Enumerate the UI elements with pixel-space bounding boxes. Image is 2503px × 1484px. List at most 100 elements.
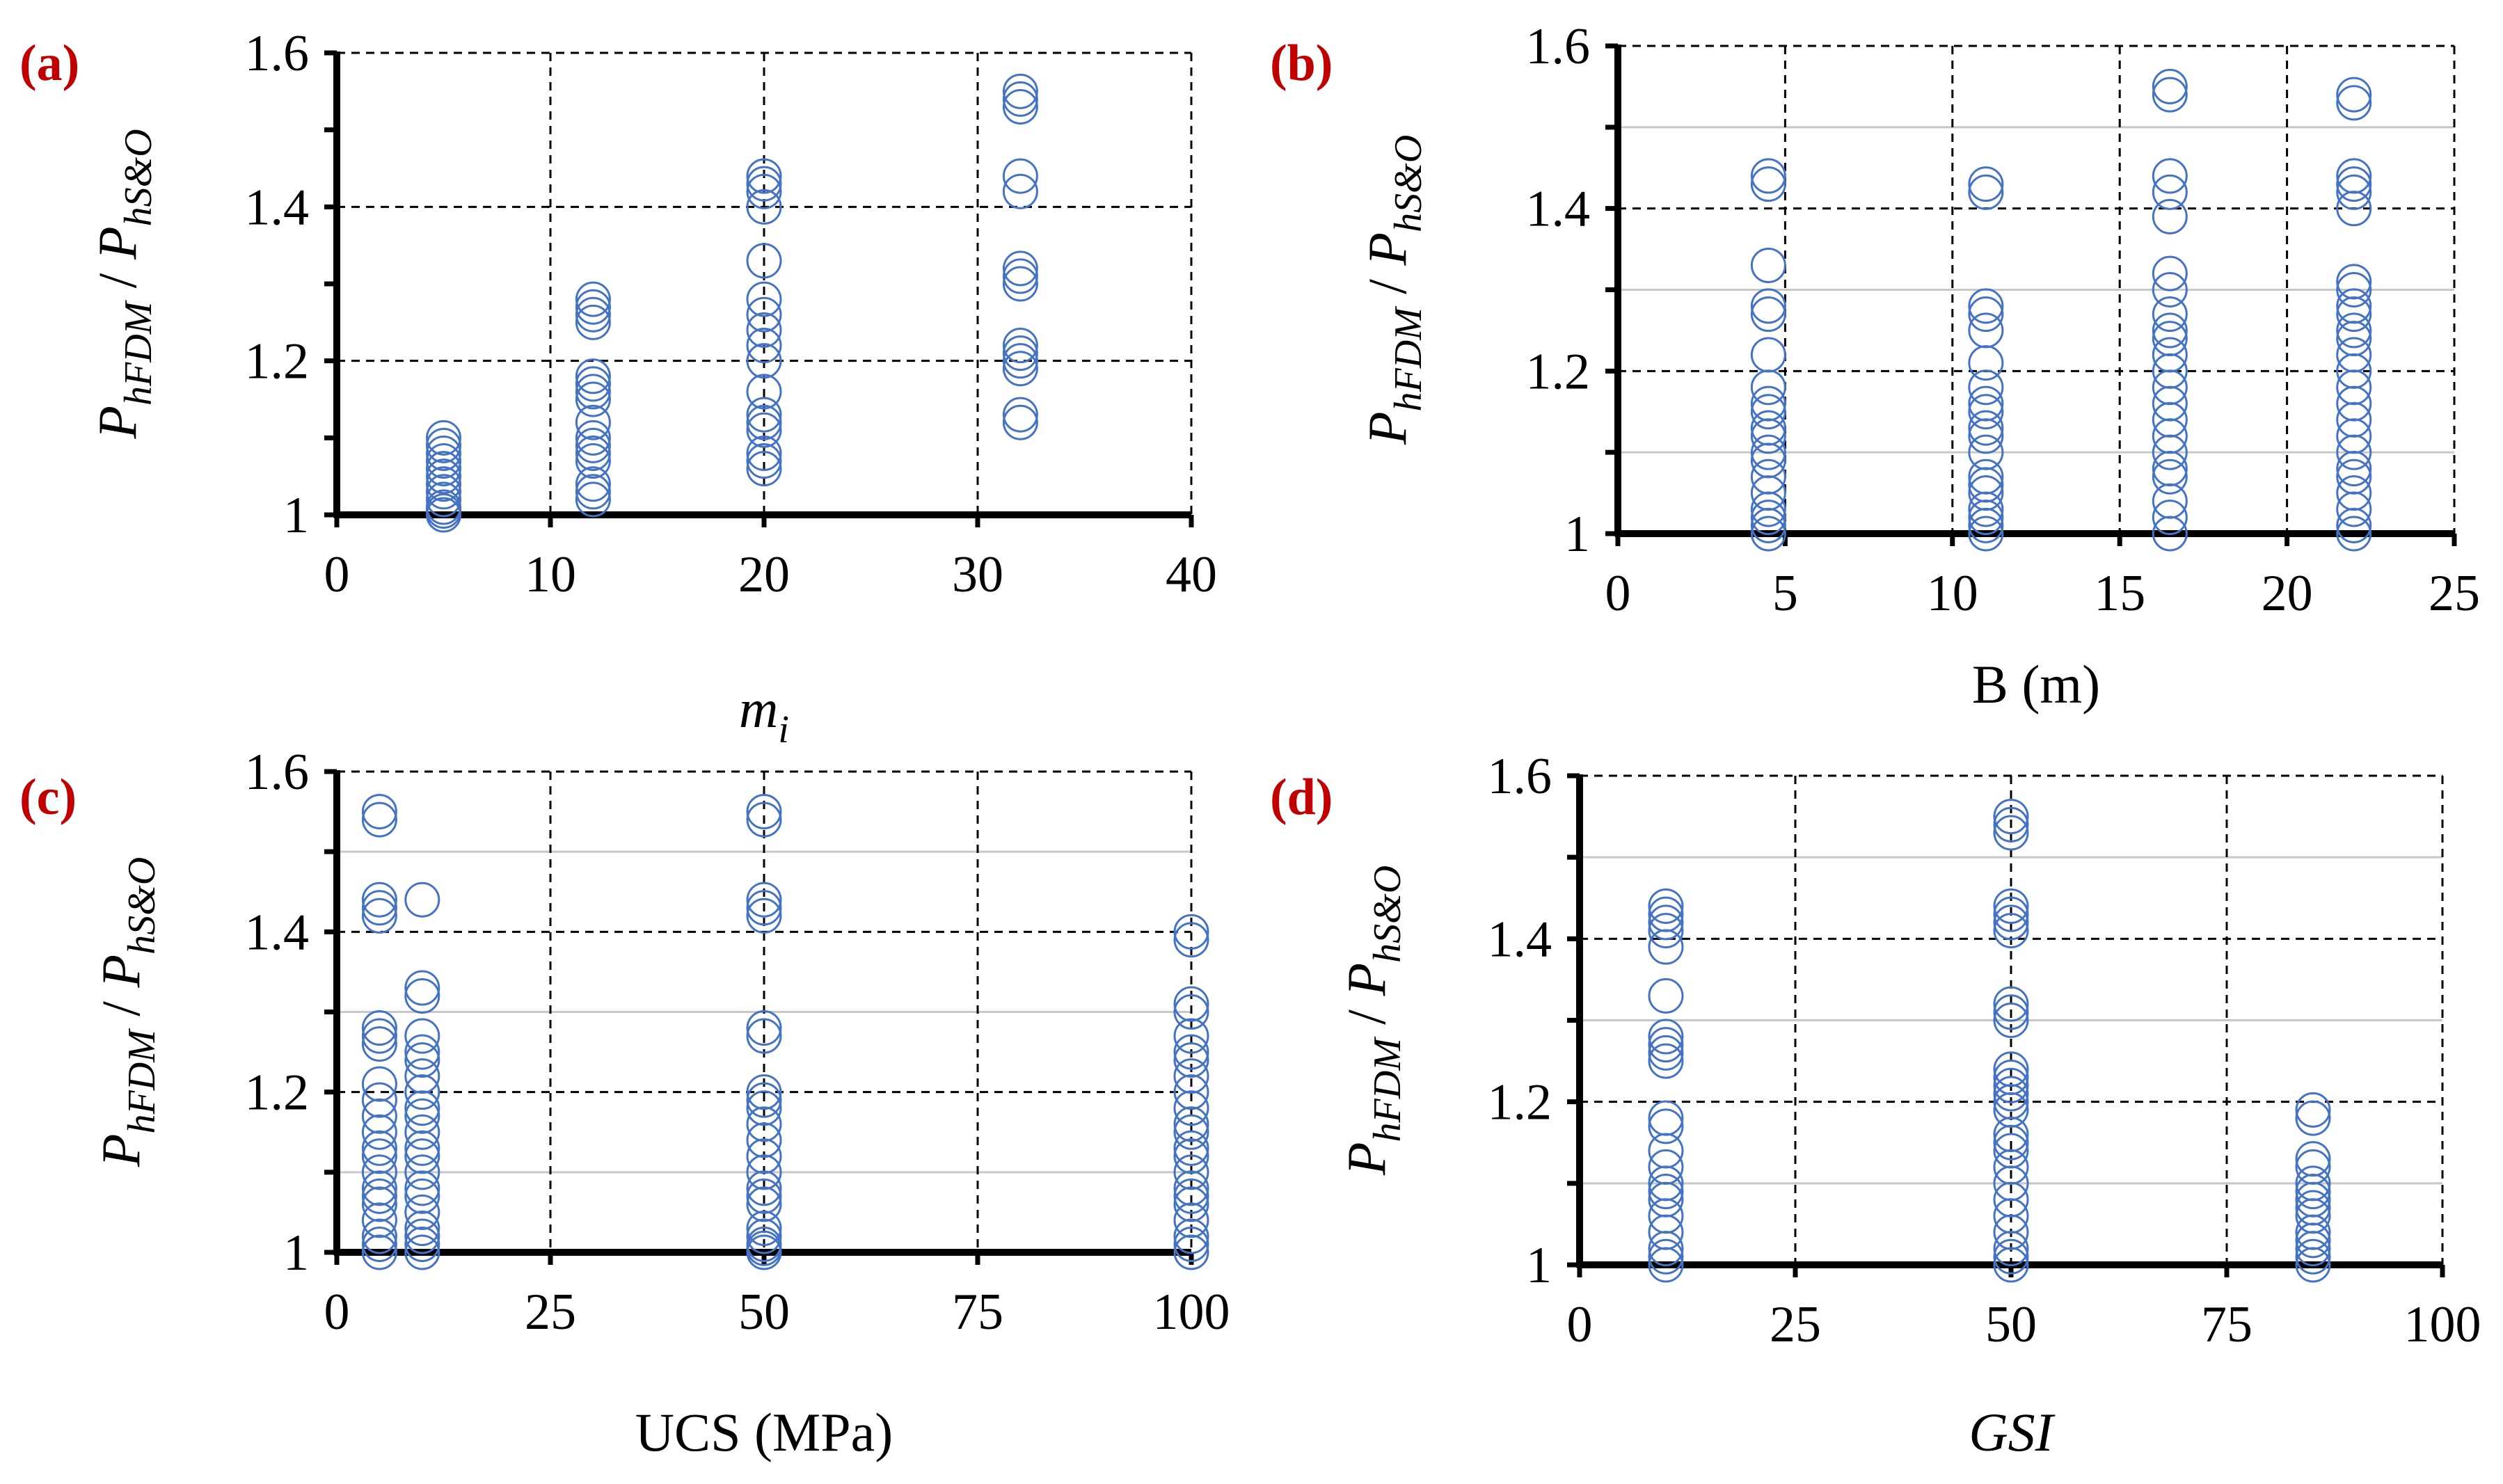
data-point [1993, 986, 2029, 1022]
data-point [1173, 1154, 1209, 1190]
data-point [404, 1234, 440, 1270]
data-point [1002, 404, 1038, 440]
x-tick-label: 10 [525, 546, 576, 603]
y-axis-title: PhFDM / PhS&O [1357, 135, 1430, 445]
data-point [404, 1074, 440, 1110]
data-point [1173, 1058, 1209, 1094]
data-point [746, 343, 782, 379]
data-point [1648, 1035, 1684, 1071]
data-point [1173, 994, 1209, 1030]
x-axis-title: UCS (MPa) [635, 1402, 893, 1462]
data-point [2336, 264, 2372, 300]
data-point [361, 794, 397, 830]
x-tick-label: 75 [2201, 1296, 2252, 1353]
data-point [1648, 1027, 1684, 1063]
y-tick-label: 1 [283, 487, 309, 544]
data-point [1993, 904, 2029, 941]
data-point [1750, 337, 1786, 373]
y-tick-label: 1.2 [245, 333, 310, 390]
data-point [575, 443, 611, 479]
data-point [1173, 986, 1209, 1022]
data-point [1968, 385, 2004, 422]
data-point [404, 1018, 440, 1054]
data-point [746, 881, 782, 918]
data-point [361, 1234, 397, 1270]
data-point [1002, 88, 1038, 125]
data-point [2152, 337, 2188, 373]
x-tick-label: 25 [1770, 1296, 1821, 1353]
data-point [2336, 312, 2372, 349]
data-point [361, 890, 397, 926]
x-tick-label: 0 [324, 546, 350, 603]
data-point [361, 1186, 397, 1222]
data-point [1968, 475, 2004, 511]
x-tick-label: 20 [2262, 565, 2313, 622]
data-point [2336, 288, 2372, 324]
data-point [2336, 77, 2372, 113]
data-point [746, 1106, 782, 1142]
data-point [2295, 1141, 2331, 1177]
data-point [1993, 888, 2029, 924]
data-point [404, 1194, 440, 1230]
y-axis-title: PhFDM / PhS&O [87, 129, 160, 439]
x-tick-label: 5 [1772, 565, 1798, 622]
data-point [2336, 166, 2372, 202]
data-point [746, 801, 782, 838]
data-point [2152, 312, 2188, 349]
x-axis-title: GSI [1969, 1402, 2056, 1462]
data-point [746, 1082, 782, 1118]
panel-label: (a) [19, 35, 79, 92]
data-point [426, 435, 461, 471]
data-point [2152, 255, 2188, 292]
y-axis-title-part: / [90, 988, 151, 1030]
x-tick-label: 20 [738, 546, 790, 603]
data-point [1002, 258, 1038, 294]
data-point [1968, 410, 2004, 446]
data-point [1173, 1226, 1209, 1262]
data-point [404, 1210, 440, 1246]
data-point [1968, 516, 2004, 552]
data-point [575, 427, 611, 463]
data-point [1173, 1170, 1209, 1206]
data-point [2295, 1149, 2331, 1185]
data-point [1968, 345, 2004, 381]
panel-label: (b) [1270, 35, 1333, 92]
data-point [2152, 458, 2188, 495]
data-point [746, 1138, 782, 1174]
panel-c: 11.21.41.60 25 50 75 100(c)PhFDM / PhS&OUCS … [19, 744, 1230, 1462]
data-point [746, 1018, 782, 1054]
data-point [746, 1226, 782, 1262]
data-point [746, 890, 782, 926]
data-point [1648, 1238, 1684, 1275]
data-point [746, 1218, 782, 1254]
y-axis-title-part: P [1357, 411, 1417, 445]
data-point [746, 1170, 782, 1206]
data-point [1993, 913, 2029, 949]
data-point [361, 1170, 397, 1206]
data-point [1648, 904, 1684, 941]
data-point [746, 397, 782, 433]
data-point [361, 1082, 397, 1118]
y-axis-title-part: / [1357, 266, 1417, 308]
x-axis-title-main: GSI [1969, 1402, 2056, 1462]
x-axis-title: B (m) [1972, 654, 2100, 715]
data-point [1968, 394, 2004, 430]
data-point [575, 304, 611, 340]
data-point [1002, 335, 1038, 372]
y-axis-title-part: P [90, 955, 151, 989]
data-point [575, 281, 611, 317]
data-point [404, 1170, 440, 1206]
data-point [1968, 288, 2004, 324]
data-point [1173, 1018, 1209, 1054]
data-point [2152, 500, 2188, 536]
y-axis-title-part: hS&O [117, 129, 160, 226]
data-point [1993, 1051, 2029, 1087]
data-point [746, 1178, 782, 1214]
data-point [1002, 266, 1038, 302]
data-point [426, 458, 461, 495]
data-point [2336, 174, 2372, 210]
data-point [1750, 516, 1786, 552]
data-point [746, 189, 782, 225]
